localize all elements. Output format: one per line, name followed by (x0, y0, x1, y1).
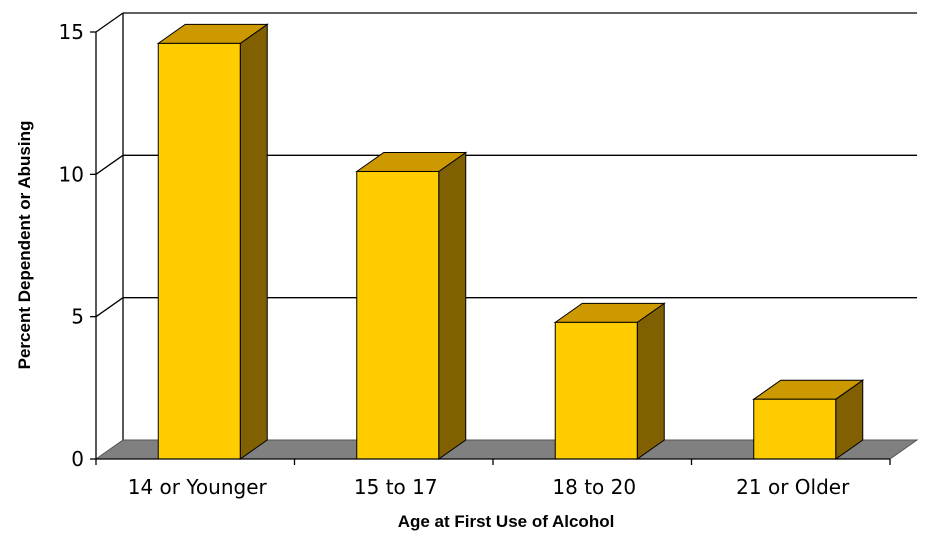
bar-front (554, 321, 638, 460)
bars-layer (156, 23, 865, 460)
y-axis-title: Percent Dependent or Abusing (15, 121, 34, 370)
x-tick-label: 18 to 20 (552, 475, 636, 499)
y-tick-label: 15 (59, 20, 84, 44)
x-tick-label: 21 or Older (736, 475, 850, 499)
y-tick-label: 10 (59, 162, 84, 186)
gridline-side-10 (95, 154, 124, 175)
x-tick-label: 14 or Younger (128, 475, 268, 499)
x-axis-title: Age at First Use of Alcohol (398, 512, 615, 531)
bar-1 (156, 23, 269, 460)
bar-side (239, 23, 268, 460)
y-tick-label: 5 (71, 305, 84, 329)
y-tick-label: 0 (71, 447, 84, 471)
gridline-side-5 (95, 297, 124, 318)
gridline-side-15 (95, 12, 124, 33)
bar-front (356, 170, 440, 460)
axis-layer (90, 31, 891, 465)
bar-side (636, 302, 665, 460)
bar-front (753, 398, 837, 460)
x-tick-label: 15 to 17 (354, 475, 438, 499)
bar-2 (355, 151, 468, 460)
bar-4 (752, 379, 865, 460)
bar-front (157, 42, 241, 460)
bar-3 (553, 302, 666, 460)
bar-side (438, 151, 467, 460)
labels-layer: 0 5 10 15 14 or Younger 15 to 17 18 to 20 21 or… (59, 20, 851, 499)
